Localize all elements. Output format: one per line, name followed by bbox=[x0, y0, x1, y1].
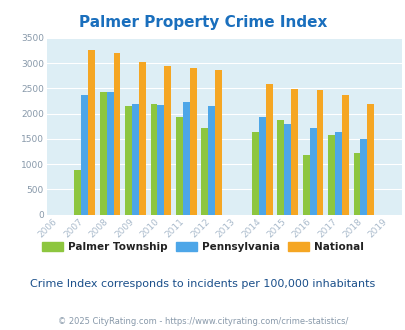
Bar bbox=[125, 106, 132, 214]
Bar bbox=[316, 90, 323, 214]
Bar bbox=[258, 116, 265, 214]
Bar bbox=[164, 66, 171, 214]
Bar bbox=[327, 135, 334, 214]
Bar bbox=[284, 124, 290, 214]
Bar bbox=[74, 170, 81, 215]
Bar bbox=[341, 95, 348, 214]
Bar bbox=[265, 84, 272, 214]
Bar bbox=[132, 104, 139, 214]
Bar bbox=[353, 153, 360, 214]
Text: Palmer Property Crime Index: Palmer Property Crime Index bbox=[79, 15, 326, 30]
Bar bbox=[290, 89, 297, 214]
Bar bbox=[334, 132, 341, 214]
Bar bbox=[252, 132, 258, 214]
Bar bbox=[175, 117, 182, 214]
Bar bbox=[360, 139, 367, 214]
Bar bbox=[150, 104, 157, 214]
Bar bbox=[208, 106, 215, 214]
Bar bbox=[201, 128, 208, 214]
Bar bbox=[139, 62, 145, 215]
Bar bbox=[302, 155, 309, 214]
Bar bbox=[113, 53, 120, 214]
Bar bbox=[189, 68, 196, 214]
Legend: Palmer Township, Pennsylvania, National: Palmer Township, Pennsylvania, National bbox=[38, 238, 367, 256]
Bar bbox=[81, 95, 88, 214]
Bar bbox=[277, 120, 283, 214]
Bar bbox=[100, 92, 107, 214]
Text: © 2025 CityRating.com - https://www.cityrating.com/crime-statistics/: © 2025 CityRating.com - https://www.city… bbox=[58, 317, 347, 326]
Text: Crime Index corresponds to incidents per 100,000 inhabitants: Crime Index corresponds to incidents per… bbox=[30, 279, 375, 289]
Bar bbox=[157, 105, 164, 214]
Bar bbox=[367, 104, 373, 214]
Bar bbox=[182, 102, 189, 214]
Bar bbox=[107, 92, 113, 214]
Bar bbox=[88, 50, 95, 214]
Bar bbox=[215, 70, 222, 214]
Bar bbox=[309, 128, 316, 214]
